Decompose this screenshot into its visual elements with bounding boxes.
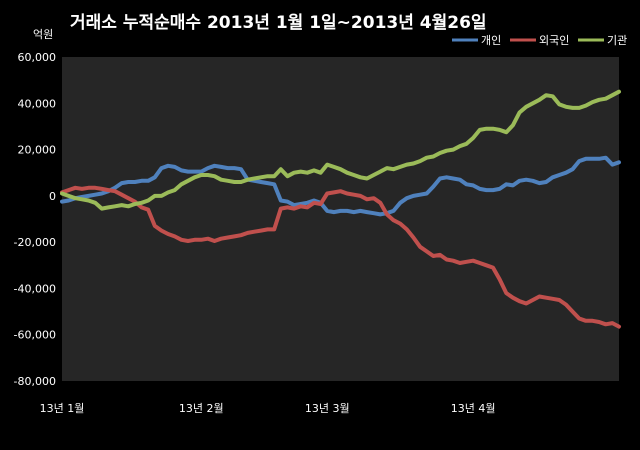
y-tick-label: 60,000	[18, 51, 57, 64]
x-tick-label: 13년 4월	[451, 402, 496, 415]
x-tick-label: 13년 1월	[40, 402, 85, 415]
legend-label: 외국인	[539, 34, 569, 47]
chart-title: 거래소 누적순매수 2013년 1월 1일~2013년 4월26일	[70, 13, 487, 33]
x-axis: 13년 1월 13년 2월 13년 3월 13년 4월	[40, 402, 496, 415]
y-tick-label: 0	[49, 190, 56, 203]
series-line-외국인	[60, 185, 621, 329]
y-tick-label: -60,000	[14, 329, 56, 342]
unit-label: 억원	[33, 28, 53, 41]
plot-area	[62, 57, 619, 381]
y-tick-label: -80,000	[14, 375, 56, 388]
x-tick-label: 13년 3월	[305, 402, 350, 415]
series-line-기관	[60, 89, 621, 211]
x-tick-label: 13년 2월	[179, 402, 224, 415]
y-tick-label: 20,000	[18, 144, 57, 157]
legend-label: 기관	[607, 34, 627, 47]
legend-label: 개인	[481, 34, 501, 47]
y-tick-label: 40,000	[18, 97, 57, 110]
y-tick-label: -40,000	[14, 282, 56, 295]
series-line-개인	[60, 155, 621, 217]
y-tick-label: -20,000	[14, 236, 56, 249]
legend: 개인 외국인 기관	[452, 34, 627, 47]
y-axis: 60,000 40,000 20,000 0 -20,000 -40,000 -60,000…	[14, 51, 56, 388]
series-group	[60, 89, 621, 329]
